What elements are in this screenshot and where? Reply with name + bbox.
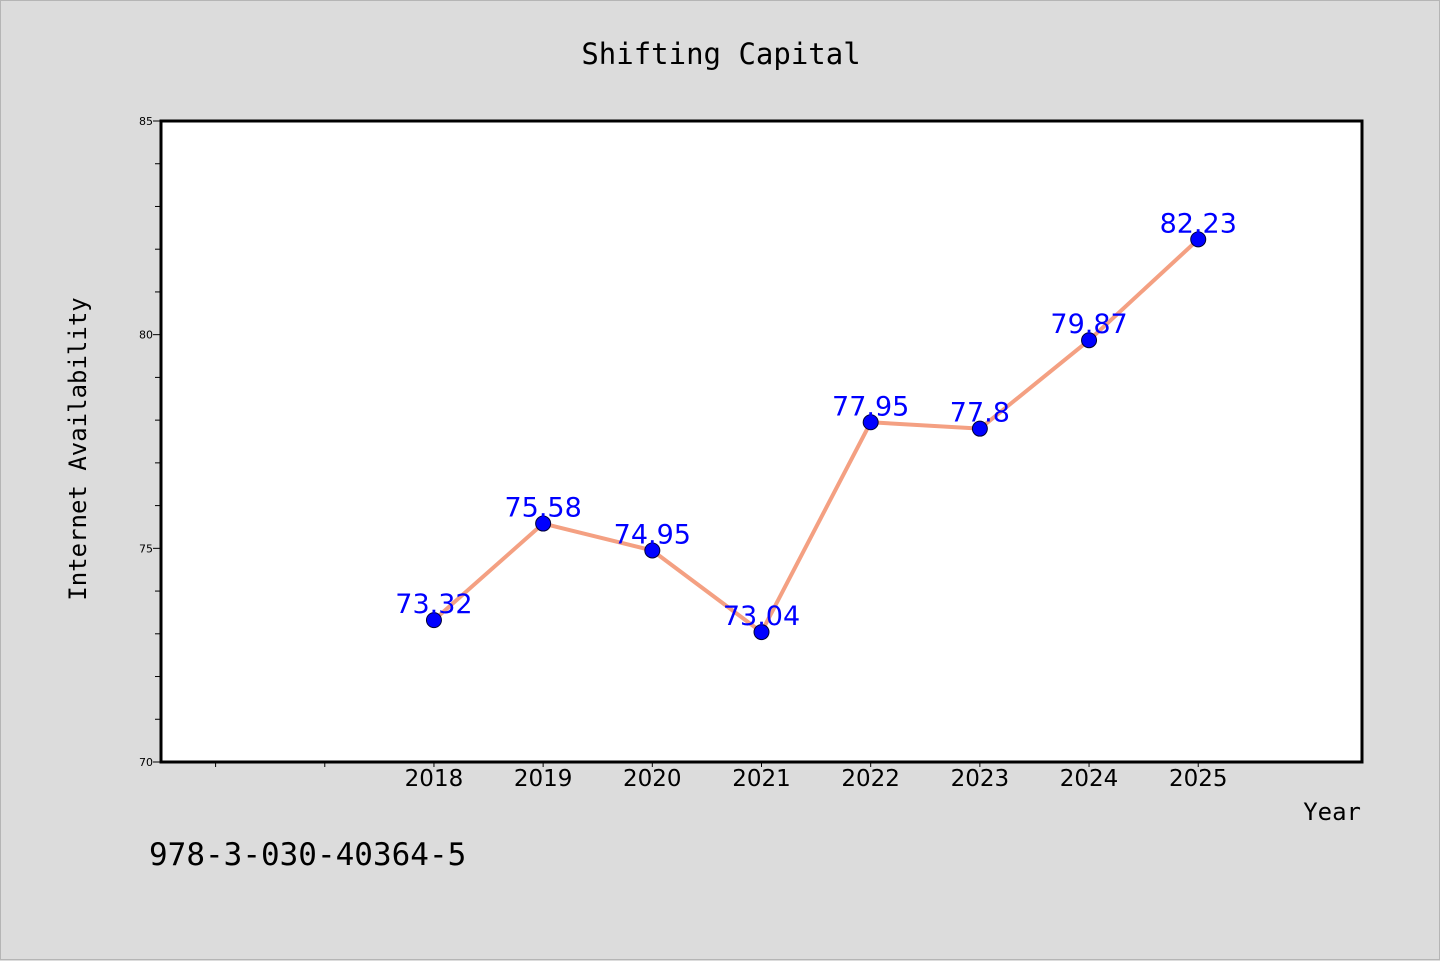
- data-label: 79.87: [1050, 309, 1127, 340]
- y-tick-label: 80: [139, 329, 153, 342]
- y-tick-label: 85: [139, 115, 153, 128]
- x-axis-label: Year: [1303, 798, 1361, 826]
- chart-title: Shifting Capital: [581, 37, 860, 71]
- y-tick-label: 70: [139, 756, 153, 769]
- data-point: [535, 515, 552, 532]
- data-label: 77.95: [832, 391, 909, 422]
- x-tick-label: 2023: [951, 766, 1010, 792]
- x-tick-label: 2022: [841, 766, 900, 792]
- x-tick-label: 2021: [732, 766, 791, 792]
- data-label: 74.95: [614, 519, 691, 550]
- data-label: 75.58: [504, 493, 581, 524]
- x-tick-label: 2024: [1060, 766, 1119, 792]
- data-point: [753, 624, 770, 641]
- x-tick-label: 2019: [514, 766, 573, 792]
- series-layer: 73.32 75.58 74.95 73.04 77.95 77.8 79.87 82.23: [395, 208, 1237, 641]
- x-tick-label: 2020: [623, 766, 682, 792]
- data-point: [1190, 231, 1207, 248]
- y-axis-label: Internet Availability: [64, 297, 92, 600]
- x-tick-label: 2025: [1169, 766, 1228, 792]
- data-label: 77.8: [950, 398, 1010, 429]
- plot-area: [159, 119, 1364, 764]
- footer-code: 978-3-030-40364-5: [149, 837, 466, 873]
- data-point: [1081, 332, 1098, 349]
- x-tick-label: 2018: [405, 766, 464, 792]
- data-label: 73.04: [723, 601, 800, 632]
- series-line: [432, 237, 1200, 635]
- data-label: 73.32: [395, 589, 472, 620]
- data-point: [425, 612, 442, 629]
- x-axis: 2018 2019 2020 2021 2022 2023 2024 2025: [215, 762, 1228, 792]
- data-point: [971, 420, 988, 437]
- y-axis: 70 75 80 85: [139, 115, 161, 769]
- data-label: 82.23: [1160, 208, 1237, 239]
- data-point: [862, 414, 879, 431]
- y-tick-label: 75: [139, 542, 153, 555]
- data-point: [644, 542, 661, 559]
